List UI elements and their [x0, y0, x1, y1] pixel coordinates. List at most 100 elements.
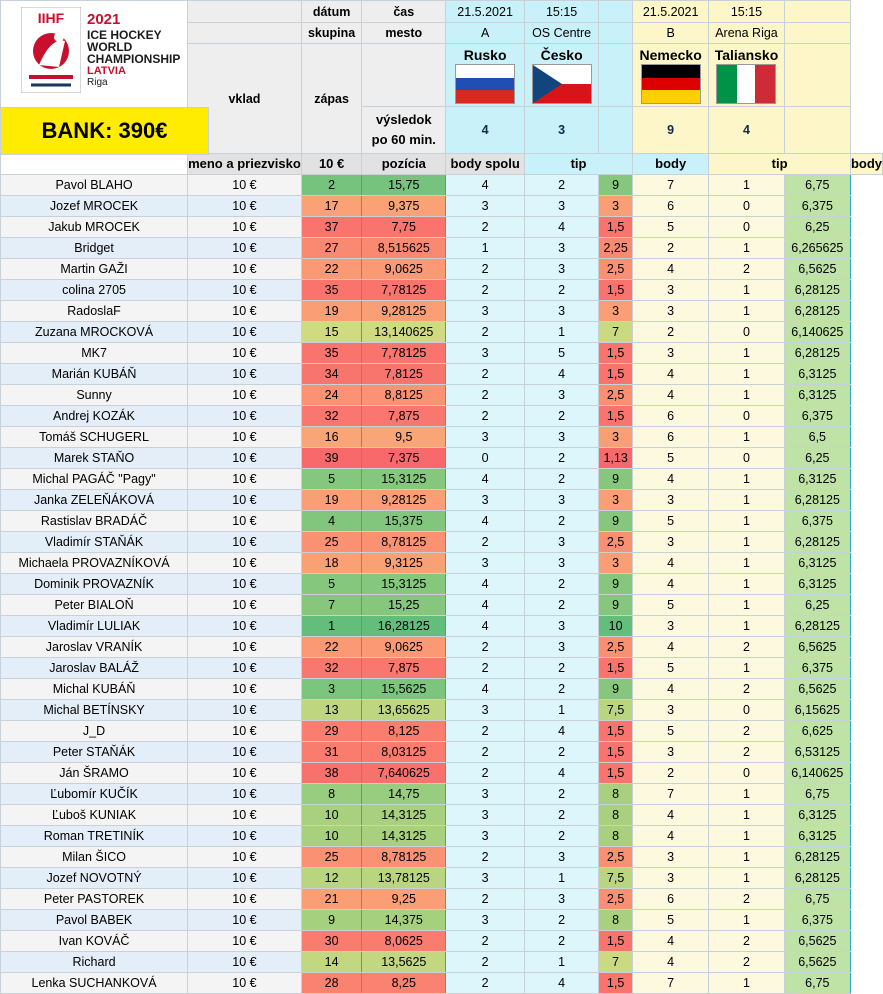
tip-home-1[interactable]: 3: [445, 342, 526, 364]
points-2[interactable]: 6,3125: [783, 468, 851, 490]
tip-away-2[interactable]: 1: [708, 426, 785, 448]
tip-home-2[interactable]: 4: [632, 951, 710, 973]
total-points[interactable]: 13,65625: [361, 699, 447, 721]
stake[interactable]: 10 €: [187, 216, 302, 238]
tip-away-2[interactable]: 1: [708, 825, 785, 847]
points-1[interactable]: 1,5: [598, 657, 634, 679]
position[interactable]: 34: [300, 363, 363, 385]
points-1[interactable]: 1,5: [598, 405, 634, 427]
player-name[interactable]: Peter STAŇÁK: [0, 741, 189, 763]
points-2[interactable]: 6,28125: [783, 489, 851, 511]
tip-home-1[interactable]: 2: [445, 384, 526, 406]
tip-home-2[interactable]: 4: [632, 678, 710, 700]
stake[interactable]: 10 €: [187, 615, 302, 637]
tip-away-1[interactable]: 3: [524, 615, 600, 637]
stake[interactable]: 10 €: [187, 867, 302, 889]
total-points[interactable]: 8,8125: [361, 384, 447, 406]
player-name[interactable]: Ján ŠRAMO: [0, 762, 189, 784]
tip-home-1[interactable]: 2: [445, 405, 526, 427]
points-2[interactable]: 6,3125: [783, 825, 851, 847]
tip-away-2[interactable]: 1: [708, 552, 785, 574]
position[interactable]: 25: [300, 531, 363, 553]
points-2[interactable]: 6,28125: [783, 279, 851, 301]
tip-away-1[interactable]: 3: [524, 552, 600, 574]
stake[interactable]: 10 €: [187, 300, 302, 322]
player-name[interactable]: Jaroslav VRANÍK: [0, 636, 189, 658]
stake[interactable]: 10 €: [187, 741, 302, 763]
player-name[interactable]: Jakub MROCEK: [0, 216, 189, 238]
points-2[interactable]: 6,75: [783, 888, 851, 910]
total-points[interactable]: 7,875: [361, 657, 447, 679]
tip-home-1[interactable]: 4: [445, 573, 526, 595]
position[interactable]: 12: [300, 867, 363, 889]
position[interactable]: 19: [300, 300, 363, 322]
stake[interactable]: 10 €: [187, 783, 302, 805]
total-points[interactable]: 9,28125: [361, 489, 447, 511]
stake[interactable]: 10 €: [187, 237, 302, 259]
tip-away-2[interactable]: 2: [708, 720, 785, 742]
stake[interactable]: 10 €: [187, 279, 302, 301]
tip-away-2[interactable]: 0: [708, 447, 785, 469]
tip-away-1[interactable]: 2: [524, 741, 600, 763]
total-points[interactable]: 15,3125: [361, 468, 447, 490]
position[interactable]: 7: [300, 594, 363, 616]
tip-home-1[interactable]: 2: [445, 258, 526, 280]
tip-away-1[interactable]: 3: [524, 636, 600, 658]
tip-home-2[interactable]: 3: [632, 846, 710, 868]
tip-home-2[interactable]: 2: [632, 762, 710, 784]
total-points[interactable]: 9,375: [361, 195, 447, 217]
tip-away-2[interactable]: 1: [708, 615, 785, 637]
player-name[interactable]: Michal KUBÁŇ: [0, 678, 189, 700]
tip-away-2[interactable]: 1: [708, 804, 785, 826]
tip-away-2[interactable]: 1: [708, 972, 785, 994]
player-name[interactable]: Jozef MROCEK: [0, 195, 189, 217]
position[interactable]: 39: [300, 447, 363, 469]
tip-away-1[interactable]: 4: [524, 972, 600, 994]
position[interactable]: 13: [300, 699, 363, 721]
points-1[interactable]: 2,5: [598, 384, 634, 406]
total-points[interactable]: 7,875: [361, 405, 447, 427]
player-name[interactable]: Peter PASTOREK: [0, 888, 189, 910]
total-points[interactable]: 9,5: [361, 426, 447, 448]
stake[interactable]: 10 €: [187, 909, 302, 931]
points-1[interactable]: 2,5: [598, 531, 634, 553]
total-points[interactable]: 15,75: [361, 174, 447, 196]
tip-home-1[interactable]: 3: [445, 489, 526, 511]
points-2[interactable]: 6,15625: [783, 699, 851, 721]
total-points[interactable]: 8,25: [361, 972, 447, 994]
tip-away-2[interactable]: 2: [708, 741, 785, 763]
tip-home-1[interactable]: 2: [445, 531, 526, 553]
tip-home-2[interactable]: 4: [632, 804, 710, 826]
tip-home-2[interactable]: 4: [632, 384, 710, 406]
tip-away-1[interactable]: 3: [524, 384, 600, 406]
player-name[interactable]: Zuzana MROCKOVÁ: [0, 321, 189, 343]
points-2[interactable]: 6,5625: [783, 678, 851, 700]
tip-home-1[interactable]: 2: [445, 888, 526, 910]
tip-away-2[interactable]: 0: [708, 321, 785, 343]
tip-home-1[interactable]: 0: [445, 447, 526, 469]
position[interactable]: 8: [300, 783, 363, 805]
total-points[interactable]: 8,0625: [361, 930, 447, 952]
position[interactable]: 10: [300, 804, 363, 826]
player-name[interactable]: Dominik PROVAZNÍK: [0, 573, 189, 595]
player-name[interactable]: Pavol BABEK: [0, 909, 189, 931]
tip-home-1[interactable]: 2: [445, 657, 526, 679]
tip-home-2[interactable]: 7: [632, 972, 710, 994]
position[interactable]: 15: [300, 321, 363, 343]
tip-away-1[interactable]: 5: [524, 342, 600, 364]
points-1[interactable]: 9: [598, 678, 634, 700]
stake[interactable]: 10 €: [187, 657, 302, 679]
tip-away-1[interactable]: 3: [524, 489, 600, 511]
tip-away-2[interactable]: 1: [708, 237, 785, 259]
player-name[interactable]: Pavol BLAHO: [0, 174, 189, 196]
tip-away-1[interactable]: 2: [524, 468, 600, 490]
tip-away-2[interactable]: 2: [708, 636, 785, 658]
tip-home-2[interactable]: 4: [632, 930, 710, 952]
total-points[interactable]: 13,78125: [361, 867, 447, 889]
tip-home-1[interactable]: 3: [445, 909, 526, 931]
tip-home-2[interactable]: 4: [632, 258, 710, 280]
tip-home-2[interactable]: 4: [632, 825, 710, 847]
tip-home-2[interactable]: 3: [632, 489, 710, 511]
tip-away-1[interactable]: 1: [524, 321, 600, 343]
tip-away-2[interactable]: 1: [708, 384, 785, 406]
